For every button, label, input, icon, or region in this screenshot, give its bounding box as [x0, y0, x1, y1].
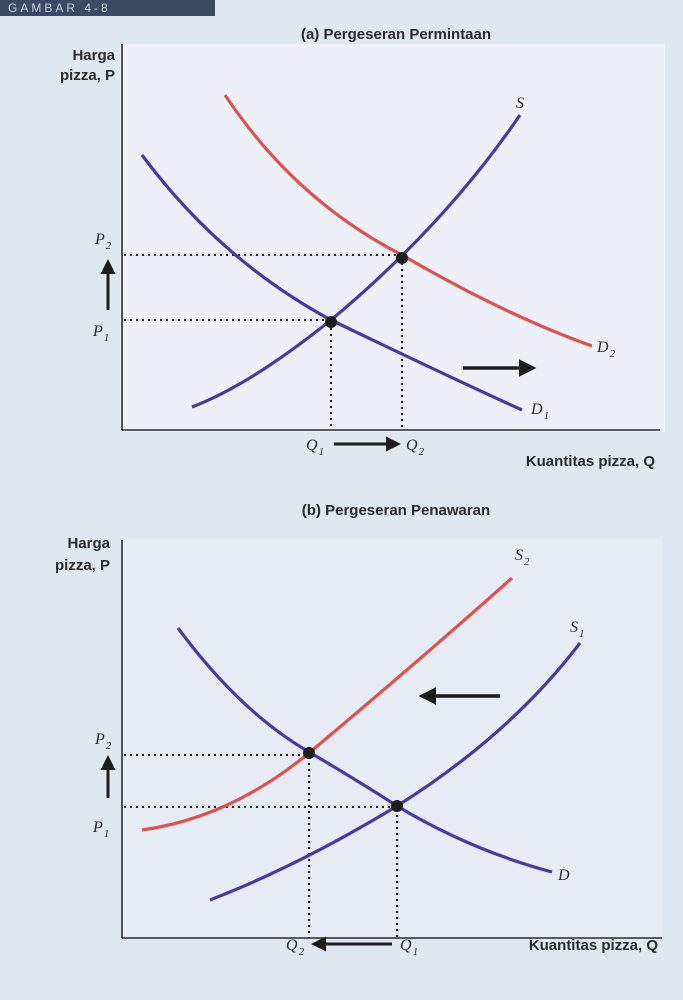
figure-tab: GAMBAR 4-8 [0, 0, 215, 16]
panel-b-demand-curve [176, 627, 553, 874]
panel-b-title: (b) Pergeseran Penawaran [302, 502, 490, 519]
panel-a-title: (a) Pergeseran Permintaan [301, 26, 491, 43]
panel-b-label-p2: P2 [94, 731, 112, 752]
panel-b-equilibrium-1 [391, 800, 403, 812]
panel-a-xlabel: Kuantitas pizza, Q [526, 453, 656, 470]
panel-a-supply-curve [191, 114, 522, 409]
panel-a-label-s: S [516, 95, 524, 112]
panel-b-label-q2: Q2 [286, 937, 305, 958]
panel-b-plot-area [122, 538, 662, 938]
panel-b-ylabel-line1: Harga [67, 535, 110, 552]
panel-a-equilibrium-2 [396, 252, 408, 264]
panel-a-label-p2: P2 [94, 231, 112, 252]
panel-b-supply-s2-curve [141, 576, 514, 832]
panel-b-equilibrium-2 [303, 747, 315, 759]
panel-a-label-q1: Q1 [306, 437, 324, 458]
panel-b-label-p1: P1 [92, 819, 109, 840]
panel-a-ylabel-line2: pizza, P [60, 67, 115, 84]
panel-a-label-p1: P1 [92, 323, 109, 344]
panel-b-ylabel-line2: pizza, P [55, 557, 110, 574]
panel-a-equilibrium-1 [325, 316, 337, 328]
panel-a-ylabel-line1: Harga [72, 47, 115, 64]
panel-b-label-q1: Q1 [400, 937, 418, 958]
panel-b-xlabel: Kuantitas pizza, Q [529, 937, 659, 954]
panel-a-plot-area [120, 44, 665, 432]
panel-b-label-d: D [557, 867, 570, 884]
panel-a-label-q2: Q2 [406, 437, 425, 458]
